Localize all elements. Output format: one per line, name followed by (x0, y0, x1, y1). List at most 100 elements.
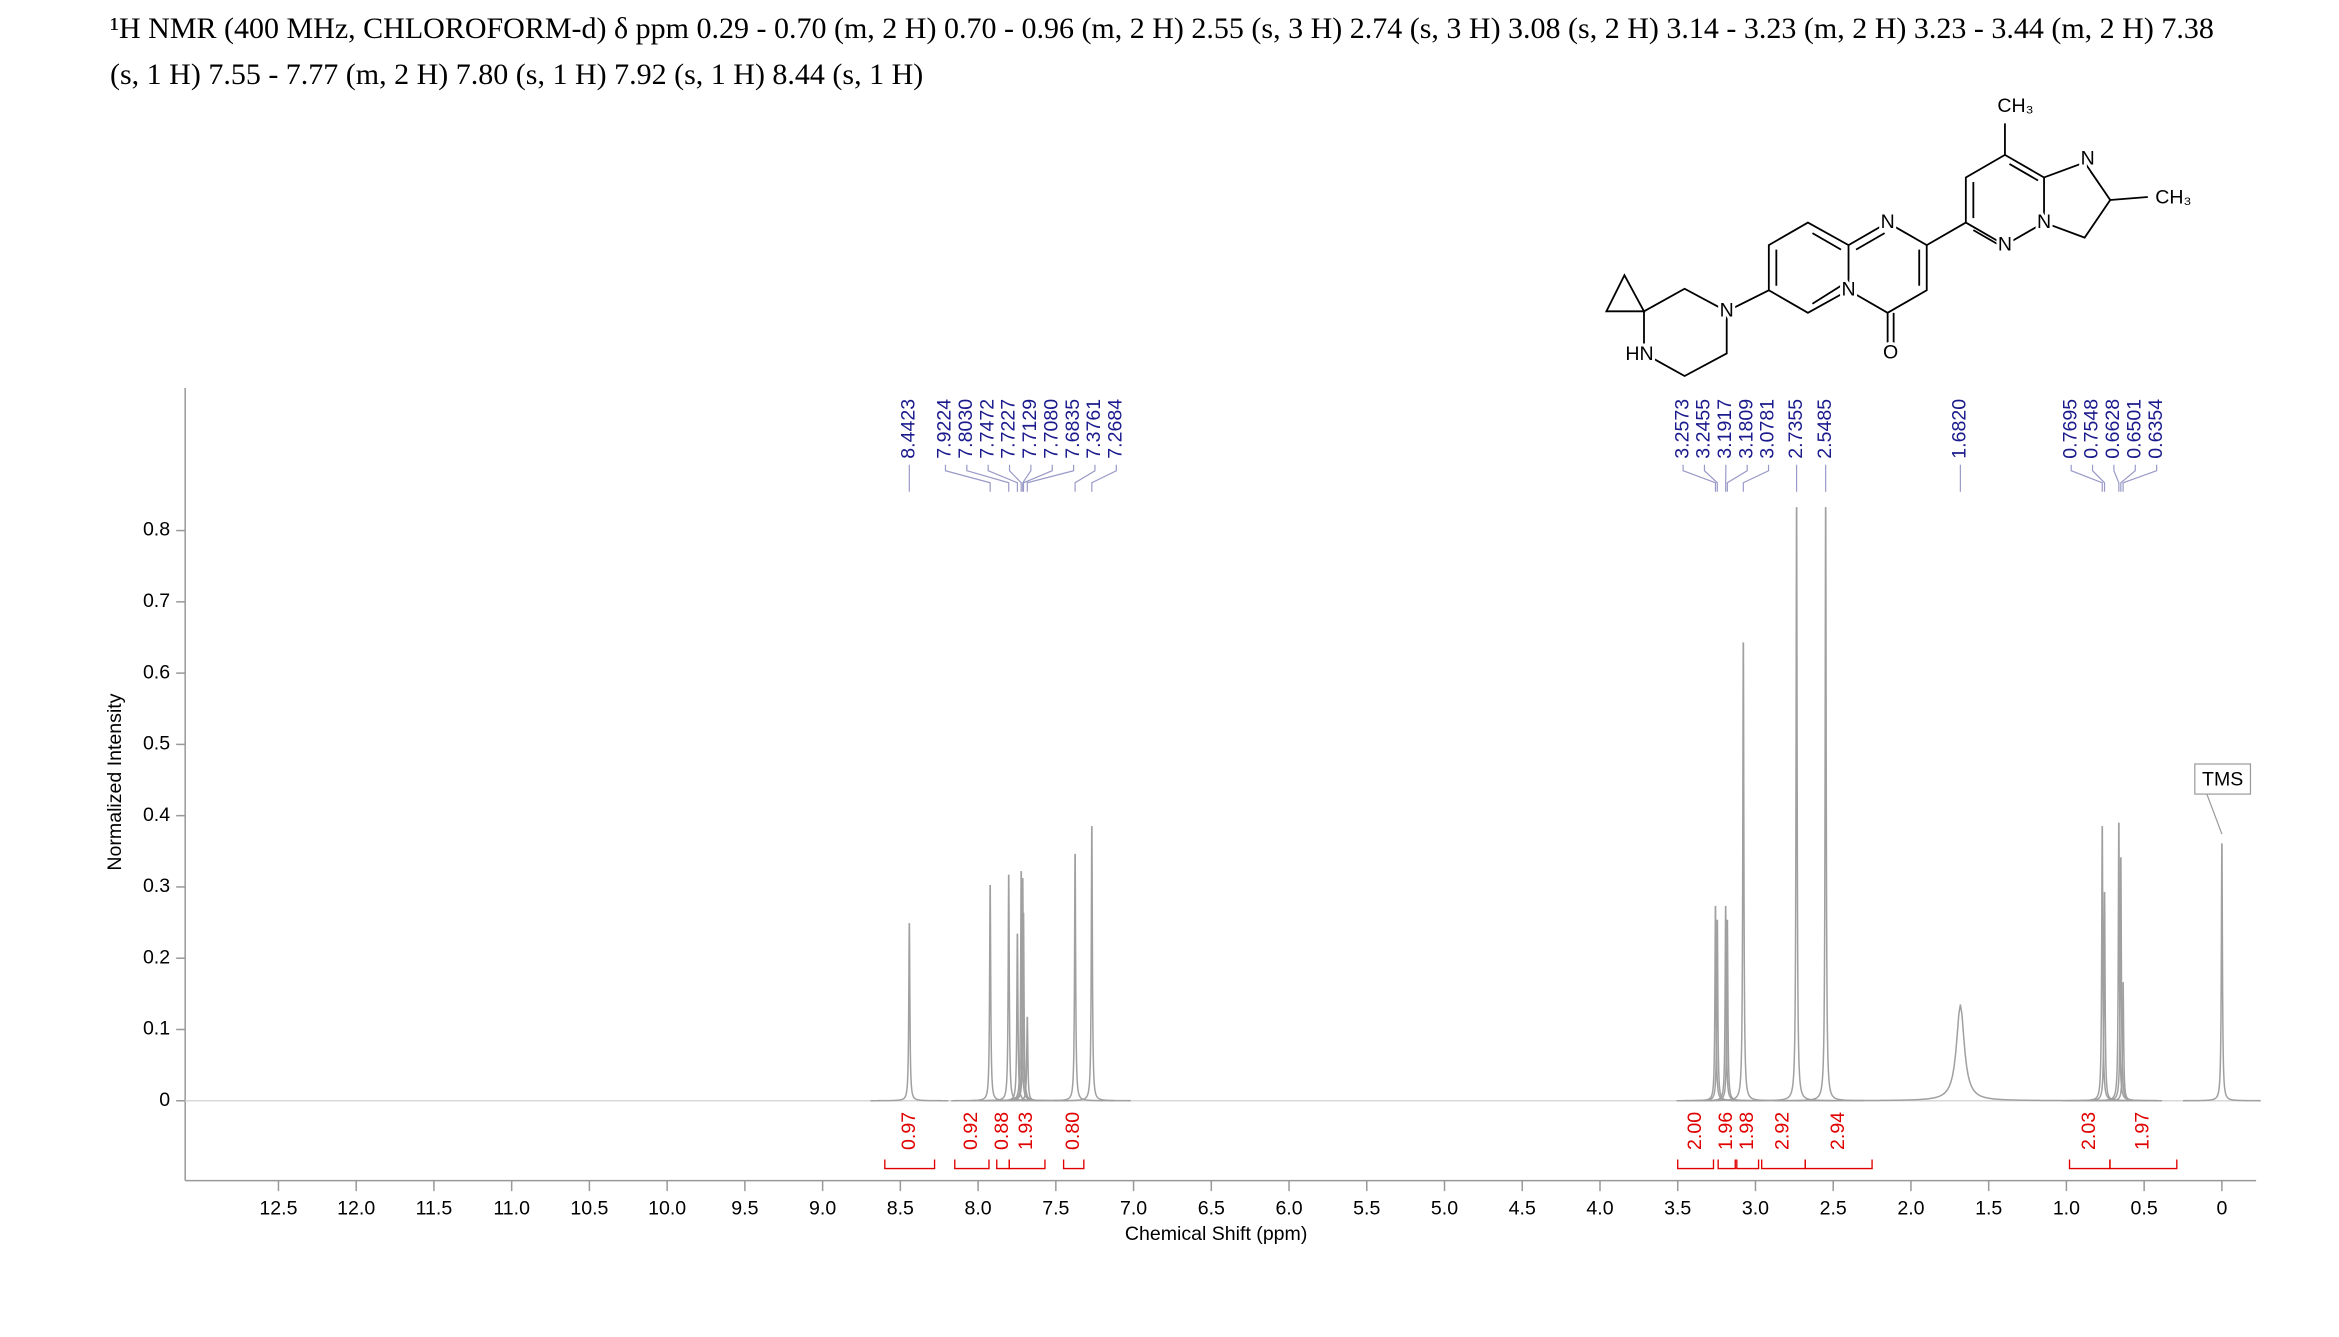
peak-label: 3.1809 (1735, 399, 1757, 459)
integral-label: 2.00 (1684, 1112, 1706, 1150)
peak (870, 923, 949, 1102)
x-tick-label: 7.5 (1042, 1197, 1069, 1219)
peak-leader (2120, 464, 2136, 492)
x-tick-label: 2.0 (1897, 1197, 1924, 1219)
reference-box (2194, 763, 2252, 795)
x-tick-label: 7.0 (1120, 1197, 1147, 1219)
atom-label: N (1998, 233, 2012, 255)
peak (969, 874, 1048, 1102)
peak-leader (2113, 464, 2120, 492)
y-tick-label: 0.3 (143, 875, 170, 897)
x-tick-label: 12.5 (259, 1197, 297, 1219)
x-tick-label: 5.5 (1353, 1197, 1380, 1219)
peak-label: 2.5485 (1814, 399, 1836, 459)
x-tick-label: 9.0 (809, 1197, 836, 1219)
bonds (1604, 123, 2148, 378)
x-tick-label: 2.5 (1820, 1197, 1847, 1219)
x-tick-label: 0.5 (2131, 1197, 2158, 1219)
peak-label: 2.7355 (1785, 399, 1807, 459)
x-tick-label: 12.0 (337, 1197, 375, 1219)
integral-label: 1.93 (1015, 1112, 1037, 1150)
peak-label: 0.6628 (2102, 399, 2124, 459)
peak-leader (1008, 464, 1022, 492)
integral-label: 1.96 (1715, 1112, 1737, 1150)
peak-leader (2122, 464, 2158, 492)
peak-leader (944, 464, 991, 492)
peak-label: 7.3761 (1083, 399, 1105, 459)
peak-leader (1703, 464, 1718, 492)
peak-leader (1091, 464, 1117, 492)
peak-leader (1022, 464, 1032, 492)
peak-label: 7.9224 (934, 399, 956, 459)
peak (1052, 826, 1131, 1102)
atom-label: O (1883, 342, 1898, 364)
integral-bracket (884, 1159, 936, 1170)
y-tick-label: 0 (159, 1089, 170, 1111)
peak (1036, 853, 1114, 1102)
peak-label: 3.2455 (1693, 399, 1715, 459)
atom-label: N (1720, 299, 1734, 321)
peak-leader (2070, 464, 2103, 492)
x-tick-label: 8.0 (964, 1197, 991, 1219)
x-axis-label: Chemical Shift (ppm) (1125, 1223, 1308, 1245)
integral-bracket (2068, 1159, 2111, 1170)
peak-leader (1742, 464, 1770, 492)
peak-label: 3.1917 (1714, 399, 1736, 459)
x-tick-label: 10.0 (648, 1197, 686, 1219)
peak-label: 3.0781 (1757, 399, 1779, 459)
atom-label: CH₃ (2155, 187, 2191, 209)
atom-label: N (1881, 211, 1895, 233)
integral-label: 0.88 (991, 1112, 1013, 1150)
peak-leader (1026, 464, 1075, 492)
integral-label: 1.98 (1736, 1112, 1758, 1150)
peak-label: 7.8030 (955, 399, 977, 459)
peak-leader (1022, 464, 1053, 492)
x-tick-label: 8.5 (887, 1197, 914, 1219)
peak-label: 8.4423 (898, 399, 920, 459)
peak-label: 0.7695 (2059, 399, 2081, 459)
atom-label: HN (1625, 343, 1653, 365)
y-tick-label: 0.6 (143, 661, 170, 683)
peak-label: 0.6501 (2123, 399, 2145, 459)
peak-label: 1.6820 (1949, 399, 1971, 459)
y-tick-label: 0.7 (143, 590, 170, 612)
integral-label: 2.94 (1827, 1112, 1849, 1150)
atom-label: N (2081, 148, 2095, 170)
x-tick-label: 3.5 (1664, 1197, 1691, 1219)
atom-label: N (1841, 278, 1855, 300)
integral-label: 2.03 (2078, 1112, 2100, 1150)
peak (2063, 826, 2142, 1102)
integral-label: 0.92 (960, 1112, 982, 1150)
atom-label: N (2037, 211, 2051, 233)
y-tick-label: 0.2 (143, 946, 170, 968)
reference-label: TMS (2202, 769, 2243, 791)
x-tick-label: 3.0 (1742, 1197, 1769, 1219)
integral-bracket (2109, 1159, 2178, 1170)
peak (988, 1016, 1067, 1102)
peak-leader (1726, 464, 1748, 492)
peak-leader (1074, 464, 1096, 492)
peak-label: 7.6835 (1062, 399, 1084, 459)
peak-label: 7.7227 (998, 399, 1020, 459)
reference-leader (2206, 793, 2223, 835)
peak-leader (2091, 464, 2106, 492)
x-tick-label: 10.5 (570, 1197, 608, 1219)
integral-label: 0.97 (898, 1112, 920, 1150)
x-tick-label: 6.0 (1275, 1197, 1302, 1219)
peak-label: 7.7472 (976, 399, 998, 459)
y-tick-label: 0.1 (143, 1018, 170, 1040)
integral-bracket (996, 1159, 1010, 1170)
peak-leader (966, 464, 1010, 492)
peak-label: 0.6354 (2145, 399, 2167, 459)
peak (2084, 982, 2162, 1102)
x-tick-label: 11.5 (416, 1197, 453, 1219)
peak-label: 3.2573 (1671, 399, 1693, 459)
atom-label: CH₃ (1997, 95, 2033, 117)
x-tick-label: 11.0 (493, 1197, 530, 1219)
x-tick-label: 4.0 (1586, 1197, 1613, 1219)
peak-label: 0.7548 (2081, 399, 2103, 459)
integral-label: 2.92 (1772, 1112, 1794, 1150)
integral-bracket (1804, 1159, 1873, 1170)
